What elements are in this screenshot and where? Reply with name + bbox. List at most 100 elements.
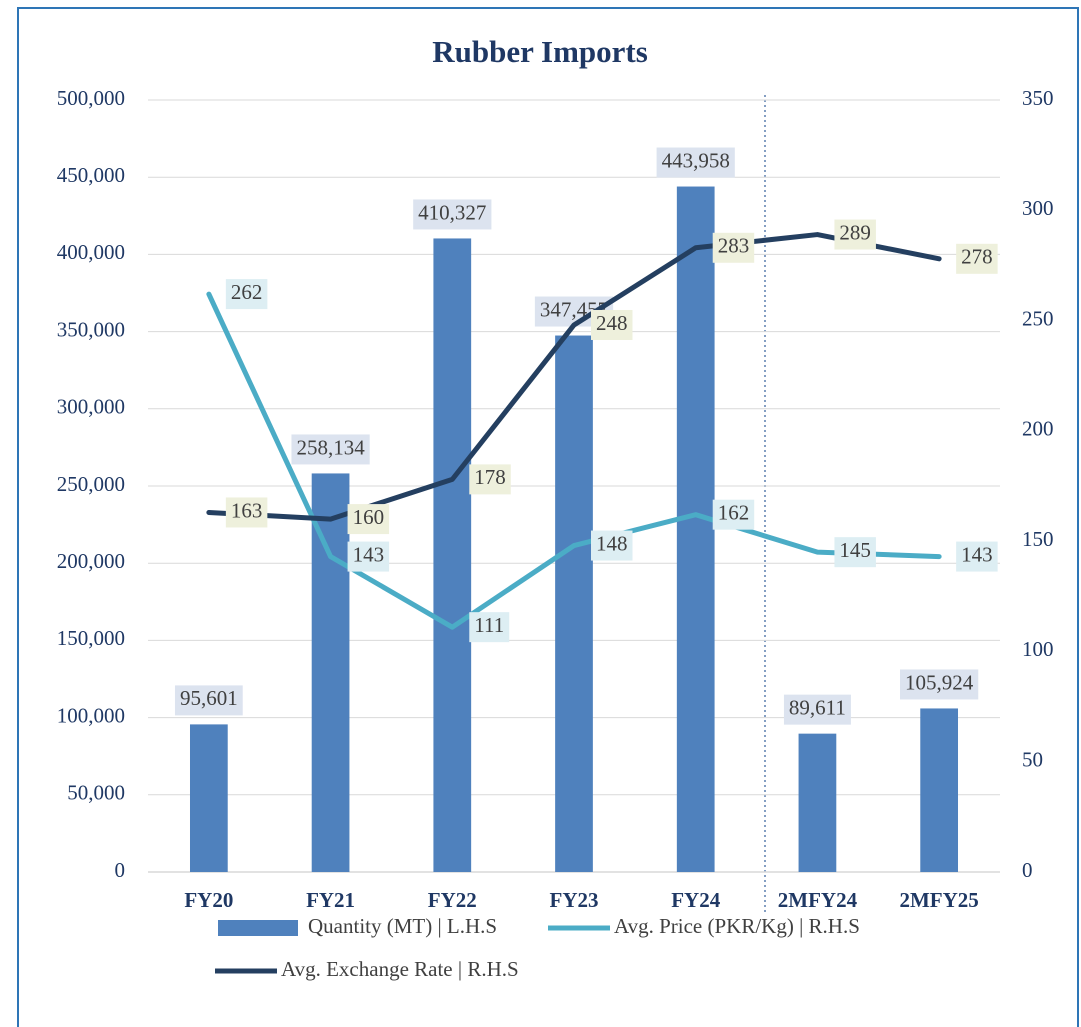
data-label: 410,327 — [418, 200, 486, 224]
y2-tick-label: 50 — [1022, 748, 1043, 772]
y-tick-label: 350,000 — [57, 317, 125, 341]
data-label-box — [834, 219, 876, 250]
x-tick-label: 2MFY25 — [899, 888, 978, 912]
data-label-box — [225, 497, 268, 528]
data-label-group: 283 — [712, 232, 755, 263]
y-tick-label: 400,000 — [57, 240, 125, 264]
data-label-box — [413, 199, 492, 230]
data-label-group: 410,327 — [413, 199, 492, 230]
data-label-group: 160 — [347, 504, 390, 535]
data-label-box — [783, 694, 851, 725]
data-label: 145 — [839, 538, 871, 562]
y2-tick-label: 150 — [1022, 527, 1054, 551]
y-tick-label: 300,000 — [57, 395, 125, 419]
y2-tick-label: 0 — [1022, 858, 1033, 882]
bar — [920, 708, 959, 872]
data-label-box — [347, 504, 390, 535]
legend-label: Avg. Exchange Rate | R.H.S — [281, 957, 519, 981]
x-tick-label: FY23 — [550, 888, 599, 912]
y-tick-label: 200,000 — [57, 549, 125, 573]
bar — [433, 238, 472, 873]
data-label-group: 443,958 — [656, 147, 735, 178]
y2-tick-label: 350 — [1022, 86, 1054, 110]
data-label-box — [834, 537, 876, 568]
data-label-group: 262 — [225, 279, 268, 310]
y-tick-label: 500,000 — [57, 86, 125, 110]
line-series — [206, 291, 942, 630]
data-label-group: 248 — [591, 309, 633, 340]
data-label: 443,958 — [662, 148, 730, 172]
data-label-box — [174, 685, 243, 716]
data-label-group: 143 — [956, 541, 998, 572]
data-label: 162 — [718, 500, 750, 524]
data-label-group: 178 — [469, 464, 511, 495]
y2-tick-label: 250 — [1022, 306, 1054, 330]
data-label-group: 105,924 — [900, 669, 979, 700]
bar — [676, 186, 715, 872]
data-label: 278 — [961, 245, 993, 269]
data-label-box — [656, 147, 735, 178]
y2-tick-label: 200 — [1022, 417, 1054, 441]
chart-frame — [17, 7, 1079, 1027]
data-label-box — [712, 499, 755, 530]
data-label-box — [591, 530, 633, 561]
line-series — [206, 232, 942, 522]
legend-label: Quantity (MT) | L.H.S — [308, 914, 497, 938]
data-label: 289 — [839, 220, 871, 244]
y-tick-label: 100,000 — [57, 703, 125, 727]
y2-tick-label: 100 — [1022, 637, 1054, 661]
bar — [189, 724, 228, 872]
data-label-box — [225, 279, 268, 310]
data-label-group: 145 — [834, 537, 876, 568]
data-label-box — [956, 541, 998, 572]
data-label: 143 — [961, 542, 993, 566]
bar — [555, 335, 593, 873]
x-tick-label: FY24 — [671, 888, 720, 912]
y-tick-label: 150,000 — [57, 626, 125, 650]
y2-tick-label: 300 — [1022, 196, 1054, 220]
data-label-group: 89,611 — [783, 694, 851, 725]
y-tick-label: 250,000 — [57, 472, 125, 496]
data-label-group: 162 — [712, 499, 755, 530]
x-tick-label: FY21 — [306, 888, 355, 912]
data-label: 262 — [231, 280, 263, 304]
data-label-group: 95,601 — [174, 685, 243, 716]
legend-label: Avg. Price (PKR/Kg) | R.H.S — [614, 914, 860, 938]
data-label: 95,601 — [180, 686, 238, 710]
x-tick-label: FY22 — [428, 888, 477, 912]
data-label: 89,611 — [789, 695, 846, 719]
data-label-box — [469, 612, 510, 643]
data-label: 143 — [353, 542, 385, 566]
data-label-box — [291, 434, 370, 465]
data-label: 248 — [596, 311, 628, 335]
data-label-box — [591, 309, 633, 340]
x-tick-label: 2MFY24 — [778, 888, 858, 912]
x-tick-label: FY20 — [184, 888, 233, 912]
data-label-group: 278 — [956, 243, 998, 274]
data-label-box — [347, 541, 390, 572]
data-label-group: 143 — [347, 541, 390, 572]
data-label: 163 — [231, 498, 263, 522]
data-label: 258,134 — [296, 435, 365, 459]
data-label-box — [712, 232, 755, 263]
bar — [798, 733, 837, 872]
data-label-box — [900, 669, 979, 700]
data-label-group: 111 — [469, 612, 510, 643]
y-tick-label: 450,000 — [57, 163, 125, 187]
data-label-group: 258,134 — [291, 434, 370, 465]
data-label: 148 — [596, 531, 628, 555]
legend-swatch — [218, 920, 298, 936]
data-label: 111 — [474, 613, 504, 637]
y-tick-label: 0 — [115, 858, 126, 882]
bar — [311, 473, 350, 872]
chart-title: Rubber Imports — [432, 34, 648, 69]
y-tick-label: 50,000 — [67, 781, 125, 805]
data-label-group: 163 — [225, 497, 268, 528]
data-label: 105,924 — [905, 670, 974, 694]
data-label-box — [956, 243, 998, 274]
data-label: 160 — [353, 505, 385, 529]
data-label-group: 289 — [834, 219, 876, 250]
data-label-box — [469, 464, 511, 495]
data-label: 178 — [474, 465, 506, 489]
